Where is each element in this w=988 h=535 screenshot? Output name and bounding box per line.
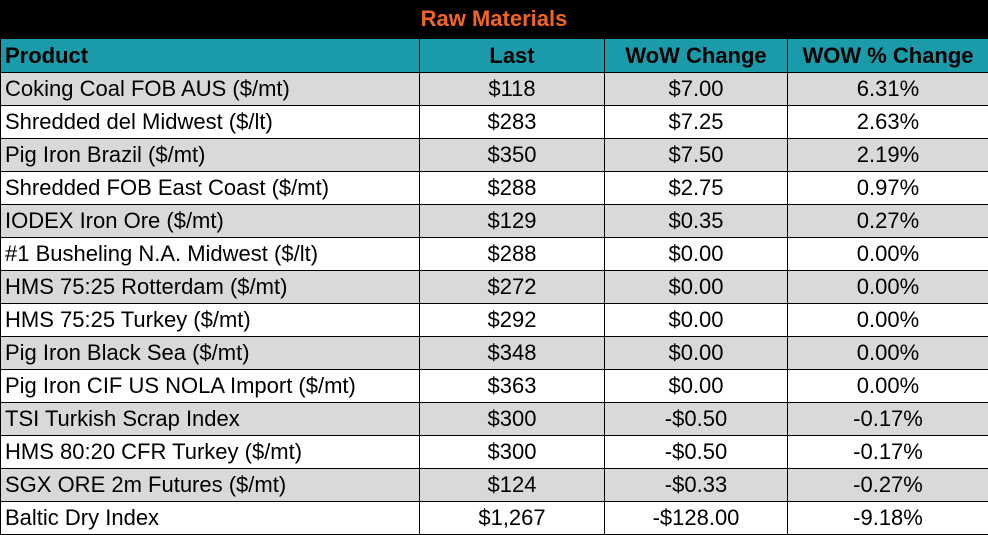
cell-last: $272 (419, 270, 605, 304)
cell-last: $292 (419, 303, 605, 337)
cell-wow-pct-change: 6.31% (787, 72, 988, 106)
cell-wow-change: $2.75 (604, 171, 788, 205)
table-row: Shredded del Midwest ($/lt) $283 $7.25 2.63… (0, 105, 988, 139)
table-row: Shredded FOB East Coast ($/mt) $288 $2.75 0… (0, 171, 988, 205)
cell-wow-pct-change: 2.19% (787, 138, 988, 172)
cell-product: HMS 75:25 Rotterdam ($/mt) (0, 270, 420, 304)
cell-product: Baltic Dry Index (0, 501, 420, 535)
cell-product: Shredded del Midwest ($/lt) (0, 105, 420, 139)
header-row: Product Last WoW Change WOW % Change (0, 38, 988, 73)
raw-materials-table: Product Last WoW Change WOW % Change Cok… (0, 38, 988, 535)
cell-last: $124 (419, 468, 605, 502)
cell-wow-change: -$0.33 (604, 468, 788, 502)
table-row: Pig Iron CIF US NOLA Import ($/mt) $363 $0… (0, 369, 988, 403)
table-row: HMS 75:25 Rotterdam ($/mt) $272 $0.00 0.00% (0, 270, 988, 304)
cell-wow-change: $0.00 (604, 336, 788, 370)
cell-wow-change: -$0.50 (604, 435, 788, 469)
cell-product: HMS 80:20 CFR Turkey ($/mt) (0, 435, 420, 469)
cell-wow-pct-change: -0.17% (787, 402, 988, 436)
cell-last: $348 (419, 336, 605, 370)
cell-wow-pct-change: 0.97% (787, 171, 988, 205)
header-product: Product (0, 38, 420, 73)
cell-wow-change: -$0.50 (604, 402, 788, 436)
cell-product: Pig Iron Brazil ($/mt) (0, 138, 420, 172)
cell-wow-change: $0.00 (604, 270, 788, 304)
table-row: Coking Coal FOB AUS ($/mt) $118 $7.00 6.31% (0, 72, 988, 106)
cell-last: $118 (419, 72, 605, 106)
cell-product: IODEX Iron Ore ($/mt) (0, 204, 420, 238)
cell-product: #1 Busheling N.A. Midwest ($/lt) (0, 237, 420, 271)
cell-last: $283 (419, 105, 605, 139)
cell-last: $1,267 (419, 501, 605, 535)
cell-wow-change: $0.00 (604, 237, 788, 271)
cell-wow-pct-change: -9.18% (787, 501, 988, 535)
cell-wow-pct-change: 2.63% (787, 105, 988, 139)
cell-product: TSI Turkish Scrap Index (0, 402, 420, 436)
table-row: #1 Busheling N.A. Midwest ($/lt) $288 $0.0… (0, 237, 988, 271)
cell-wow-change: $7.50 (604, 138, 788, 172)
cell-last: $288 (419, 237, 605, 271)
header-wow-change: WoW Change (604, 38, 788, 73)
cell-product: Pig Iron CIF US NOLA Import ($/mt) (0, 369, 420, 403)
cell-last: $363 (419, 369, 605, 403)
cell-last: $350 (419, 138, 605, 172)
cell-product: Shredded FOB East Coast ($/mt) (0, 171, 420, 205)
table-title: Raw Materials (0, 0, 988, 38)
header-wow-pct-change: WOW % Change (787, 38, 988, 73)
cell-wow-change: $7.00 (604, 72, 788, 106)
table-row: HMS 80:20 CFR Turkey ($/mt) $300 -$0.50 -0.… (0, 435, 988, 469)
table-body: Coking Coal FOB AUS ($/mt) $118 $7.00 6.31%… (0, 72, 988, 535)
cell-wow-pct-change: 0.00% (787, 369, 988, 403)
cell-wow-pct-change: 0.27% (787, 204, 988, 238)
cell-last: $300 (419, 435, 605, 469)
table-row: TSI Turkish Scrap Index $300 -$0.50 -0.17% (0, 402, 988, 436)
cell-wow-pct-change: -0.17% (787, 435, 988, 469)
table-row: Pig Iron Black Sea ($/mt) $348 $0.00 0.00% (0, 336, 988, 370)
cell-wow-change: $0.00 (604, 369, 788, 403)
cell-wow-pct-change: 0.00% (787, 303, 988, 337)
cell-last: $300 (419, 402, 605, 436)
table-row: Pig Iron Brazil ($/mt) $350 $7.50 2.19% (0, 138, 988, 172)
table-row: HMS 75:25 Turkey ($/mt) $292 $0.00 0.00% (0, 303, 988, 337)
header-last: Last (419, 38, 605, 73)
cell-wow-pct-change: 0.00% (787, 270, 988, 304)
cell-last: $288 (419, 171, 605, 205)
cell-wow-change: $7.25 (604, 105, 788, 139)
cell-wow-pct-change: 0.00% (787, 237, 988, 271)
cell-last: $129 (419, 204, 605, 238)
cell-product: Coking Coal FOB AUS ($/mt) (0, 72, 420, 106)
cell-product: Pig Iron Black Sea ($/mt) (0, 336, 420, 370)
table-row: SGX ORE 2m Futures ($/mt) $124 -$0.33 -0.27… (0, 468, 988, 502)
table-row: Baltic Dry Index $1,267 -$128.00 -9.18% (0, 501, 988, 535)
table-row: IODEX Iron Ore ($/mt) $129 $0.35 0.27% (0, 204, 988, 238)
cell-product: HMS 75:25 Turkey ($/mt) (0, 303, 420, 337)
cell-wow-change: $0.35 (604, 204, 788, 238)
cell-product: SGX ORE 2m Futures ($/mt) (0, 468, 420, 502)
cell-wow-change: $0.00 (604, 303, 788, 337)
cell-wow-change: -$128.00 (604, 501, 788, 535)
cell-wow-pct-change: 0.00% (787, 336, 988, 370)
cell-wow-pct-change: -0.27% (787, 468, 988, 502)
